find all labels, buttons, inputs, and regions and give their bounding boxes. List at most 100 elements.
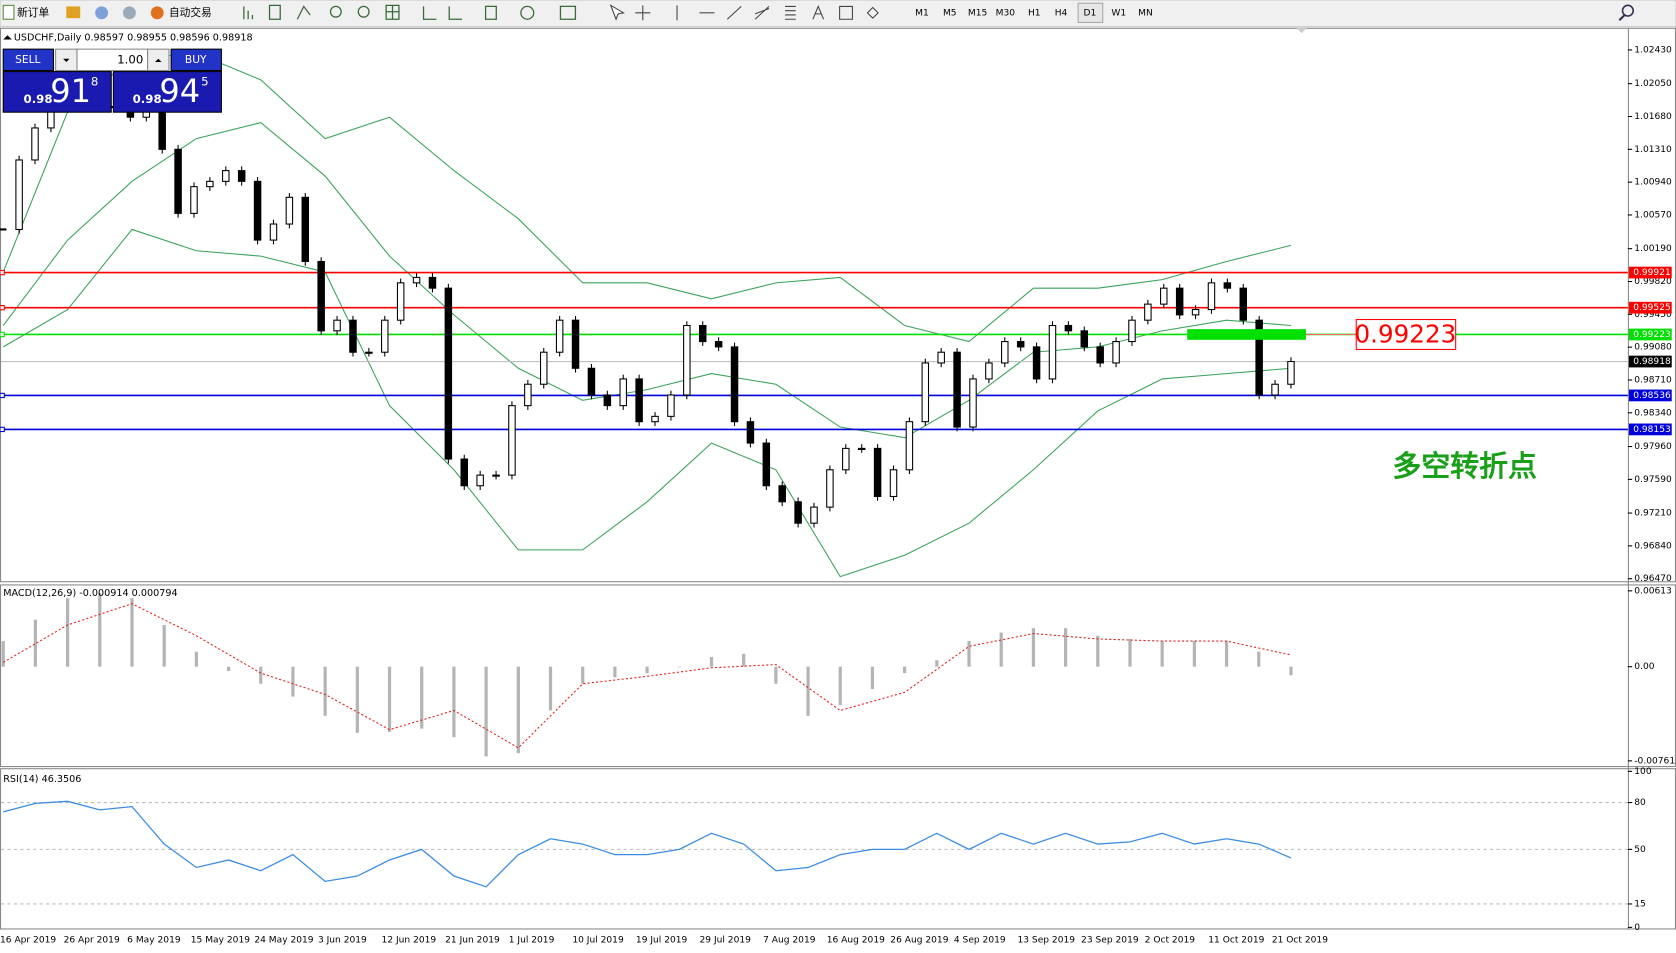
candle bbox=[222, 170, 230, 182]
macd-bar bbox=[1160, 641, 1164, 667]
new-order-button[interactable]: 新订单 bbox=[2, 4, 49, 20]
annotation: 多空转折点 bbox=[1393, 449, 1538, 483]
icon[interactable] bbox=[385, 4, 400, 20]
level-label: 0.98536 bbox=[1633, 391, 1671, 401]
fibo-tool[interactable] bbox=[785, 5, 796, 20]
timeframe-button[interactable]: M5 bbox=[943, 8, 957, 18]
buy-price-prefix: 0.98 bbox=[133, 92, 162, 106]
buy-label: BUY bbox=[185, 53, 207, 66]
text-tool[interactable] bbox=[812, 5, 825, 20]
candle bbox=[333, 319, 341, 332]
y-tick-label: 0.99820 bbox=[1634, 277, 1672, 287]
channel-tool[interactable] bbox=[754, 6, 770, 20]
candle bbox=[492, 474, 500, 477]
buy-price-box[interactable] bbox=[112, 71, 222, 113]
candle bbox=[587, 367, 596, 396]
macd-bar bbox=[935, 660, 939, 667]
level-handle bbox=[0, 305, 5, 311]
lot-value: 1.00 bbox=[117, 52, 143, 66]
macd-bar bbox=[1224, 641, 1229, 667]
sell-label: SELL bbox=[15, 53, 40, 66]
rsi-header: RSI(14) 46.3506 bbox=[3, 774, 81, 785]
macd-signal bbox=[2, 603, 1292, 749]
candle bbox=[174, 148, 182, 214]
candle bbox=[1207, 282, 1216, 311]
x-tick-label: 29 Jul 2019 bbox=[700, 936, 752, 946]
macd-bar bbox=[1096, 635, 1100, 667]
icon[interactable] bbox=[66, 6, 81, 19]
icon bbox=[2, 4, 15, 20]
icon[interactable] bbox=[448, 6, 463, 20]
icon[interactable] bbox=[243, 6, 254, 20]
icon[interactable] bbox=[422, 6, 437, 20]
price-label: 0.98918 bbox=[1633, 357, 1671, 367]
timeframe-button[interactable]: MN bbox=[1138, 8, 1153, 18]
arrows-tool[interactable] bbox=[866, 6, 879, 19]
auto-trading-button[interactable]: 自动交易 bbox=[150, 6, 212, 20]
candle bbox=[873, 447, 882, 498]
price-tag bbox=[1628, 355, 1672, 368]
timeframe-button[interactable]: M1 bbox=[915, 8, 929, 18]
crosshair-tool[interactable] bbox=[635, 5, 651, 21]
level-tag bbox=[1628, 389, 1672, 402]
candle bbox=[730, 346, 739, 423]
timeframe-button[interactable]: M30 bbox=[996, 8, 1016, 18]
x-tick-label: 7 Aug 2019 bbox=[763, 936, 816, 946]
y-tick-label: 0.97210 bbox=[1634, 509, 1672, 519]
label-tool[interactable] bbox=[839, 5, 853, 20]
icon[interactable] bbox=[520, 5, 535, 20]
macd-bar bbox=[1257, 651, 1261, 667]
timeframe-button[interactable]: M15 bbox=[968, 8, 987, 18]
sell-price-box[interactable] bbox=[2, 71, 112, 113]
macd-bar bbox=[162, 624, 166, 667]
x-tick-label: 10 Jul 2019 bbox=[572, 936, 624, 946]
macd-bar bbox=[387, 666, 392, 732]
macd-bar bbox=[870, 666, 875, 690]
candle bbox=[1239, 287, 1248, 321]
buy-price-sup: 5 bbox=[201, 75, 208, 89]
candle bbox=[667, 394, 675, 417]
search-icon[interactable] bbox=[1621, 4, 1635, 17]
icon[interactable] bbox=[95, 6, 109, 20]
x-tick-label: 11 Oct 2019 bbox=[1208, 936, 1264, 946]
icon[interactable] bbox=[329, 5, 342, 18]
icon[interactable] bbox=[559, 5, 577, 20]
candle bbox=[524, 383, 532, 407]
icon[interactable] bbox=[122, 6, 136, 20]
y-tick-label: 1.02430 bbox=[1634, 45, 1672, 55]
candle bbox=[15, 159, 23, 230]
y-tick-label: 0.00 bbox=[1634, 662, 1654, 672]
icon[interactable] bbox=[484, 5, 497, 20]
cursor-tool[interactable] bbox=[609, 4, 626, 21]
candle bbox=[1287, 361, 1295, 385]
candle bbox=[746, 421, 755, 444]
candle bbox=[985, 362, 993, 380]
candle bbox=[794, 501, 802, 524]
candle bbox=[428, 276, 437, 289]
timeframe-button[interactable]: D1 bbox=[1083, 8, 1096, 18]
macd-bar bbox=[33, 619, 38, 667]
macd-bar bbox=[355, 666, 359, 733]
collapse-arrow bbox=[3, 35, 12, 40]
y-tick-label: -0.007612 bbox=[1634, 756, 1676, 766]
macd-bar bbox=[291, 666, 295, 697]
candle bbox=[444, 287, 453, 460]
timeframe-button[interactable]: W1 bbox=[1111, 8, 1126, 18]
icon[interactable] bbox=[357, 5, 370, 18]
y-tick-label: 1.00190 bbox=[1634, 244, 1672, 254]
candle bbox=[190, 186, 198, 214]
candle bbox=[460, 458, 468, 487]
sell-button[interactable] bbox=[2, 48, 55, 72]
timeframe-button[interactable]: H4 bbox=[1055, 8, 1068, 18]
main-panel bbox=[0, 27, 1676, 583]
icon[interactable] bbox=[296, 5, 311, 20]
macd-bar bbox=[98, 592, 102, 667]
icon[interactable] bbox=[268, 4, 281, 20]
timeframe-button[interactable]: H1 bbox=[1028, 8, 1041, 18]
macd-header: MACD(12,26,9) -0.000914 0.000794 bbox=[3, 588, 177, 599]
trendline-tool[interactable] bbox=[726, 6, 742, 20]
buy-button[interactable] bbox=[170, 48, 222, 72]
candle bbox=[1016, 341, 1025, 348]
candle bbox=[555, 319, 564, 353]
toolbar bbox=[0, 0, 1676, 28]
